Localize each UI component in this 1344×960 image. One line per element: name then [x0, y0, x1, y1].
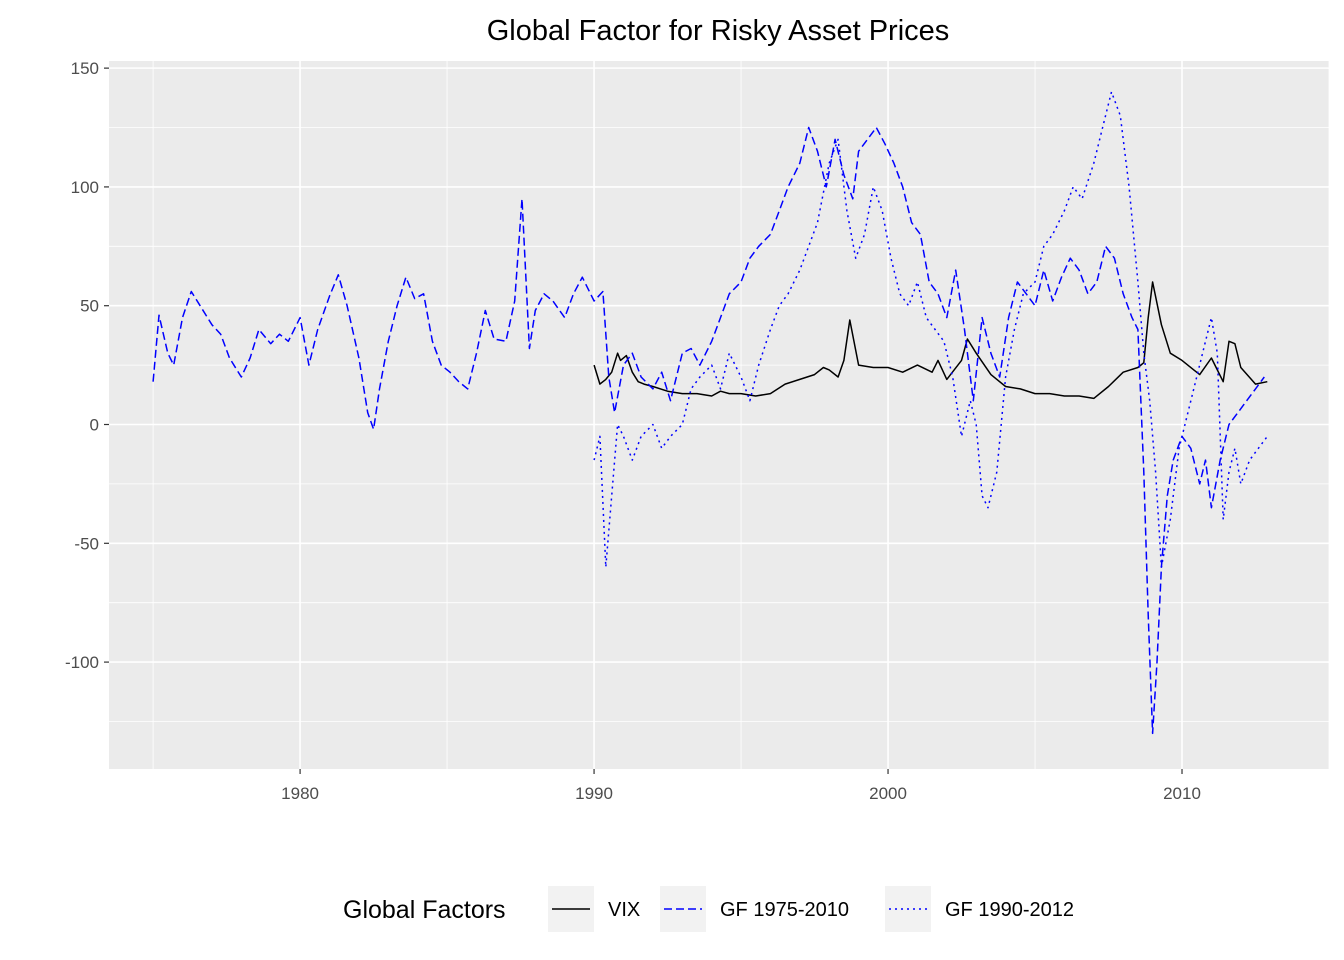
x-tick-label: 2010	[1163, 784, 1201, 803]
series-lines	[152, 91, 1268, 735]
y-tick-label: 0	[90, 416, 99, 435]
plot-panel	[109, 61, 1329, 769]
x-tick-label: 1990	[575, 784, 613, 803]
legend-label: GF 1990-2012	[945, 899, 1074, 921]
grid-lines	[109, 61, 1330, 769]
x-tick-label: 2000	[869, 784, 907, 803]
series-line-1	[593, 281, 1268, 400]
legend-items: VIX GF 1975-2010 GF 1990-2012	[548, 886, 1074, 932]
y-tick-label: -50	[74, 534, 99, 553]
chart-title: Global Factor for Risky Asset Prices	[487, 15, 950, 47]
series-line-2	[152, 126, 1265, 735]
y-tick-label: 100	[71, 178, 99, 197]
legend: Global Factors VIX GF 1975-2010 GF 1990-20…	[343, 886, 1074, 932]
axes: 1980 1990 2000 2010 150 100 50 0 -50 -100	[65, 59, 1201, 803]
x-tick-label: 1980	[281, 784, 319, 803]
legend-label: GF 1975-2010	[720, 899, 849, 921]
legend-title: Global Factors	[343, 896, 506, 924]
legend-label: VIX	[608, 899, 640, 921]
y-tick-label: 50	[80, 297, 99, 316]
y-tick-label: -100	[65, 653, 99, 672]
y-tick-label: 150	[71, 59, 99, 78]
